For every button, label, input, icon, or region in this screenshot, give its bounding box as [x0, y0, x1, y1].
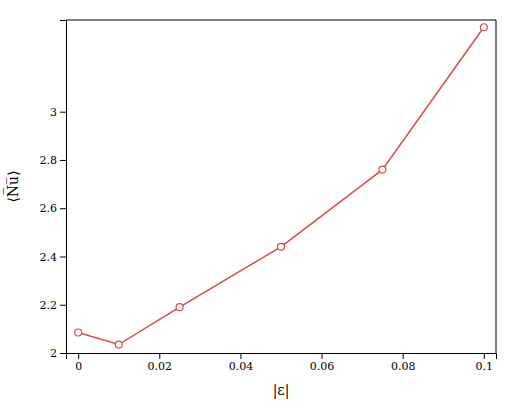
y-tick-mark	[60, 160, 66, 161]
x-tick-label: 0.08	[391, 360, 416, 373]
y-tick: 2.6	[40, 202, 67, 215]
x-tick-mark	[322, 353, 323, 359]
y-tick: 2.2	[40, 299, 67, 312]
point	[75, 329, 82, 336]
x-tick-mark	[78, 353, 79, 359]
point	[379, 166, 386, 173]
point	[480, 24, 487, 31]
y-axis-line	[60, 21, 67, 354]
y-tick-label: 2.4	[40, 250, 58, 263]
x-tick: 0.04	[229, 353, 254, 373]
x-axis: 0 0.02 0.04 0.06 0.08 0.1	[67, 353, 497, 373]
x-tick-mark	[403, 353, 404, 359]
y-tick-label: 2.6	[40, 202, 58, 215]
x-tick-mark	[240, 353, 241, 359]
y-tick-label: 2.8	[40, 154, 58, 167]
point	[176, 304, 183, 311]
y-tick-mark	[60, 353, 66, 354]
y-tick: 3	[50, 106, 66, 119]
y-tick-label: 2.2	[40, 299, 58, 312]
y-tick-label: 3	[50, 106, 57, 119]
point	[115, 341, 122, 348]
x-tick: 0.02	[148, 353, 173, 373]
x-tick: 0.08	[391, 353, 416, 373]
x-tick-label: 0.04	[229, 360, 254, 373]
x-tick-label: 0.1	[476, 360, 494, 373]
y-tick-mark	[60, 208, 66, 209]
y-tick-mark	[60, 256, 66, 257]
chart: 0 0.02 0.04 0.06 0.08 0.1 2 2.2 2.4 2.6 2.8 3 |ε| ⟨N̅…	[0, 0, 520, 409]
y-tick: 2.8	[40, 154, 67, 167]
frame	[496, 20, 497, 353]
x-axis-line	[67, 354, 497, 360]
series	[75, 24, 488, 348]
y-axis: 2 2.2 2.4 2.6 2.8 3	[40, 21, 67, 361]
x-tick-label: 0.02	[148, 360, 173, 373]
y-tick: 2	[50, 347, 66, 360]
x-tick-label: 0	[75, 360, 82, 373]
y-tick-mark	[60, 112, 66, 113]
x-tick-label: 0.06	[310, 360, 335, 373]
y-tick-mark	[60, 305, 66, 306]
x-tick-mark	[159, 353, 160, 359]
y-axis-title: ⟨N̅u̅⟩	[3, 170, 21, 202]
y-tick: 2.4	[40, 250, 67, 263]
line	[78, 27, 484, 344]
x-tick: 0.06	[310, 353, 335, 373]
x-tick: 0.1	[476, 353, 494, 373]
y-tick-label: 2	[50, 347, 57, 360]
x-axis-title: |ε|	[273, 382, 290, 399]
frame	[66, 20, 496, 21]
plot: 0 0.02 0.04 0.06 0.08 0.1 2 2.2 2.4 2.6 2.8 3	[40, 20, 497, 373]
x-tick: 0	[75, 353, 82, 373]
point	[278, 243, 285, 250]
x-tick-mark	[484, 353, 485, 359]
